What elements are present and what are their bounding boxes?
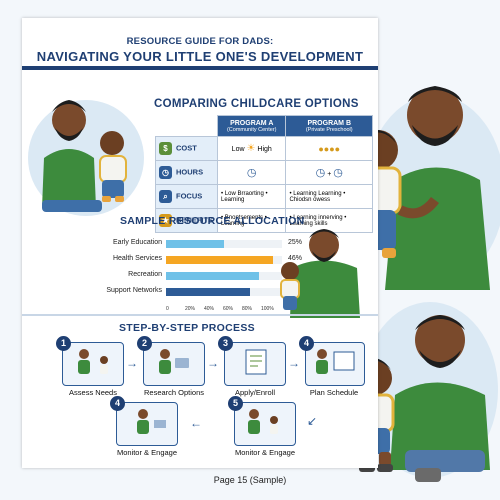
hours-b-plus: + <box>327 171 332 178</box>
hours-label: HOURS <box>176 167 204 177</box>
table-row: $ COST Low ☀ High ●●●● <box>155 136 373 161</box>
axis-tick-label: 0 <box>166 306 169 312</box>
step-card-research-options <box>143 342 205 386</box>
axis-tick-label: 80% <box>242 306 253 312</box>
arrow-right-icon: → <box>288 356 300 370</box>
bar-track <box>166 256 282 264</box>
table-header-row: PROGRAM A (Community Center) PROGRAM B (Pr… <box>155 115 373 137</box>
childcare-comparison-table: PROGRAM A (Community Center) PROGRAM B (Pr… <box>155 115 373 233</box>
bar-track <box>166 272 282 280</box>
row-label-hours: ◷ HOURS <box>155 160 218 185</box>
step-label: Monitor & Engage <box>234 448 296 457</box>
step-number: 1 <box>56 336 71 351</box>
axis-tick-label: 40% <box>204 306 215 312</box>
cost-a-high: High <box>257 146 272 153</box>
step-card-monitor-engage <box>116 402 178 446</box>
benefits-a-cell: • Bnontsements • Learning <box>216 208 287 233</box>
bar-label: Recreation <box>128 271 162 278</box>
bar-label: Early Education <box>112 239 162 246</box>
step-label: Apply/Enroll <box>234 388 276 397</box>
allocation-title: SAMPLE RESOURCE ALLOCATION <box>120 215 305 227</box>
bar-fill <box>166 256 273 264</box>
program-b-sub: (Private Preschool) <box>305 126 353 133</box>
bar-label: Support Networks <box>106 287 162 294</box>
table-row: ★ BENEFITS • Bnontsements • Learning • Le… <box>155 208 373 233</box>
clock-face-icon: ◷ <box>333 167 343 179</box>
program-b-header: PROGRAM B (Private Preschool) <box>285 115 373 137</box>
star-icon: ★ <box>159 214 172 227</box>
axis-tick-label: 100% <box>261 306 274 312</box>
resource-guide-sheet: RESOURCE GUIDE FOR DADS: NAVIGATING YOUR… <box>22 18 378 468</box>
step-card-assess-needs <box>62 342 124 386</box>
arrow-right-icon: → <box>207 356 219 370</box>
cost-label: COST <box>176 143 197 153</box>
money-bag-icon: $ <box>159 142 172 155</box>
coins-icon: ●●●● <box>318 143 341 154</box>
process-title: STEP-BY-STEP PROCESS <box>119 322 255 334</box>
axis-tick-label: 20% <box>185 306 196 312</box>
step-label: Assess Needs <box>69 388 117 397</box>
bar-label: Health Services <box>112 255 162 262</box>
bar-value: 46% <box>288 255 303 262</box>
step-label: Plan Schedule <box>309 388 359 397</box>
arrow-down-left-icon: ↙ <box>307 414 318 428</box>
table-row: ◷ HOURS ◷ ◷ + ◷ <box>155 160 373 185</box>
cost-b-cell: ●●●● <box>285 136 373 161</box>
step-figures-illustration <box>78 349 355 434</box>
arrow-right-icon: → <box>126 356 138 370</box>
row-label-focus: ⌕ FOCUS <box>155 184 218 209</box>
table-corner-cell <box>155 115 218 137</box>
clock-face-icon: ◷ <box>315 167 326 179</box>
guide-header-line2: NAVIGATING YOUR LITTLE ONE'S DEVELOPMENT <box>36 49 364 64</box>
row-label-benefits: ★ BENEFITS <box>155 208 218 233</box>
guide-header-line1: RESOURCE GUIDE FOR DADS: <box>126 36 274 47</box>
magnifier-icon: ⌕ <box>159 190 172 203</box>
step-label: Monitor & Engage <box>116 448 178 457</box>
step-card-monitor-engage-2 <box>234 402 296 446</box>
step-number: 4 <box>299 336 314 351</box>
axis-tick-label: 60% <box>223 306 234 312</box>
cost-a-low: Low <box>231 146 245 153</box>
table-row: ⌕ FOCUS • Low Brraorting • Learning • Lea… <box>155 184 373 209</box>
benefits-label: BENEFITS <box>176 215 214 225</box>
page-footer: Page 15 (Sample) <box>213 475 287 485</box>
dad-with-child-standing-illustration <box>280 229 360 318</box>
focus-label: FOCUS <box>176 191 203 201</box>
step-label: Research Options <box>143 388 205 397</box>
program-a-header: PROGRAM A (Community Center) <box>216 115 287 137</box>
section-divider <box>22 314 378 316</box>
sun-gauge-icon: ☀ <box>246 143 256 154</box>
bar-track <box>166 288 282 296</box>
step-number: 4 <box>110 396 125 411</box>
program-a-sub: (Community Center) <box>226 126 277 133</box>
clock-icon: ◷ <box>159 166 172 179</box>
step-number: 3 <box>218 336 233 351</box>
bar-value: 25% <box>288 239 303 246</box>
row-label-cost: $ COST <box>155 136 218 161</box>
guide-header: RESOURCE GUIDE FOR DADS: NAVIGATING YOUR… <box>22 18 378 70</box>
dad-holding-toddler-illustration <box>358 86 500 290</box>
bar-track <box>166 240 282 248</box>
comparison-title: COMPARING CHILDCARE OPTIONS <box>154 98 359 110</box>
cost-a-cell: Low ☀ High <box>216 136 287 161</box>
step-number: 5 <box>228 396 243 411</box>
program-a-name: PROGRAM A <box>230 119 274 127</box>
hours-b-cell: ◷ + ◷ <box>285 160 373 185</box>
program-b-name: PROGRAM B <box>307 119 352 127</box>
dad-with-toddler-seated-illustration <box>28 100 144 216</box>
step-number: 2 <box>137 336 152 351</box>
bar-fill <box>166 288 250 296</box>
bar-fill <box>166 240 224 248</box>
bar-fill <box>166 272 259 280</box>
clock-face-icon: ◷ <box>246 167 257 179</box>
focus-a-cell: • Low Brraorting • Learning <box>216 184 287 209</box>
arrow-left-icon: ← <box>190 416 202 430</box>
